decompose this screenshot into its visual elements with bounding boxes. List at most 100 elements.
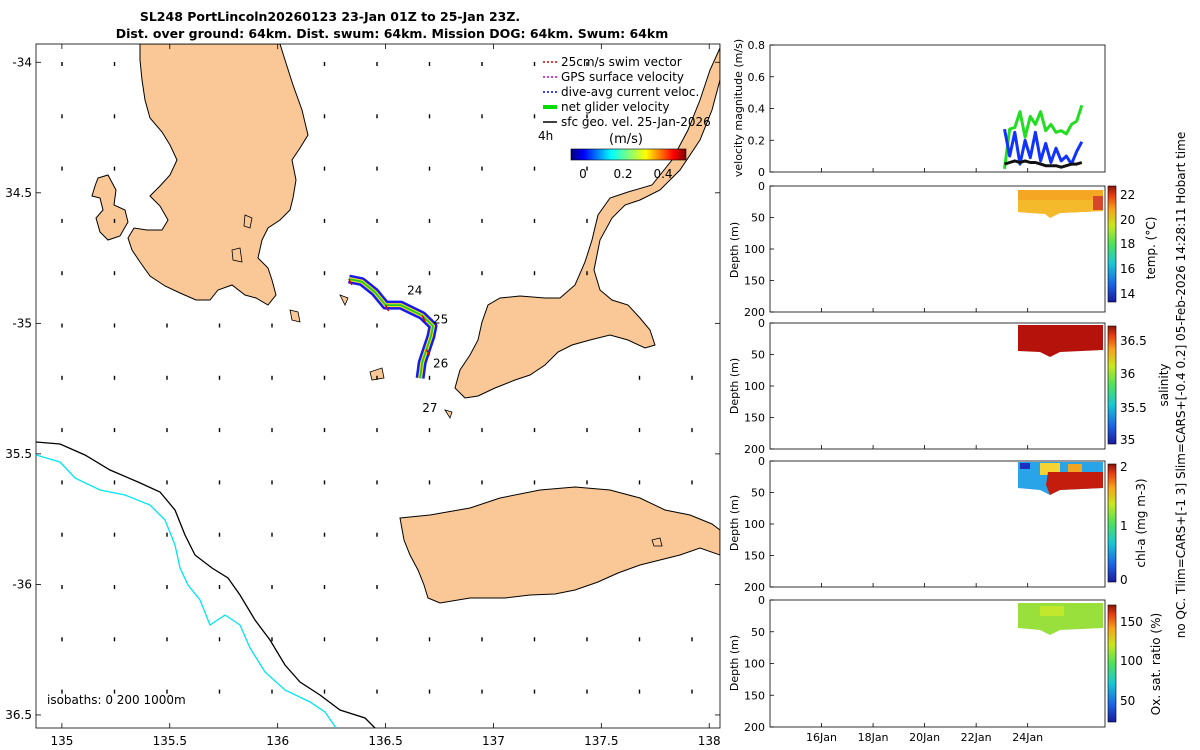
time-series-panels: 0 0.2 0.4 0.6 0.8 velocity magnitude (m/s) t… [728,39,1171,744]
depth-tick-label: 0 [758,594,765,607]
temperature-colorbar [1107,185,1117,303]
salinity-ylabel: Depth (m) [728,358,741,414]
colorbar-tick-2: 0.4 [653,167,672,181]
day-label: 24 [407,284,422,298]
temp-tick-14: 14 [1120,287,1135,301]
kangaroo-island-land [399,486,720,604]
oxygen-colorbar-label: Ox. sat. ratio (%) [1149,613,1163,715]
map-xtick-label: 136.5 [368,734,402,748]
salinity-panel: salinity 36.5 36 35.5 35 Depth (m) [728,322,1171,450]
colorbar-tick-0: 0 [579,167,587,181]
date-tick-label: 16Jan [806,731,837,744]
track-net-velocity [348,278,434,379]
depth-tick-label: 50 [751,212,765,225]
salinity-data-patch [1018,325,1103,357]
ox-tick-50: 50 [1120,694,1135,708]
chla-panel: chl-a (mg m-3) 2 1 0 Depth (m) [728,460,1148,588]
velocity-series-line [1003,104,1084,169]
coffin-bay-land [91,174,129,241]
date-tick-label: 24Jan [1012,731,1043,744]
ox-tick-100: 100 [1120,654,1143,668]
sal-tick-36: 36 [1120,367,1135,381]
day-label: 25 [433,312,448,326]
date-tick-label: 20Jan [909,731,940,744]
vel-ytick-label: 0.8 [748,39,766,52]
chla-mid-patch-2 [1068,464,1082,474]
temperature-warm-patch [1093,196,1103,210]
map-ytick-label: 36.5 [5,708,32,722]
speed-colorbar [570,148,687,161]
map-ytick-label: 34.5 [5,186,32,200]
yorke-peninsula-land [454,44,720,399]
track-day-labels: 24 25 26 27 [407,284,448,415]
velocity-panel: 0 0.2 0.4 0.6 0.8 velocity magnitude (m/s) [732,39,1106,179]
temp-tick-16: 16 [1120,262,1135,276]
depth-tick-label: 100 [744,380,765,393]
depth-tick-label: 200 [744,721,765,734]
legend-label: GPS surface velocity [561,70,684,84]
vel-ytick-label: 0.4 [748,103,766,116]
chla-colorbar-label: chl-a (mg m-3) [1134,478,1148,567]
chla-tick-2: 2 [1120,460,1128,474]
salinity-colorbar-label: salinity [1157,363,1171,406]
map-ytick-label: -34 [12,55,32,69]
isobaths-label: isobaths: 0 200 1000m [47,693,186,707]
map-xtick-label: 135.5 [153,734,187,748]
map-content [36,44,720,728]
depth-tick-label: 100 [744,243,765,256]
temperature-ylabel: Depth (m) [728,222,741,278]
legend-label: 25cm/s swim vector [561,55,682,69]
temperature-data-deep [1018,200,1103,218]
map-ytick-label: -36 [12,577,32,591]
map-ytick-label: 35.5 [5,447,32,461]
velocity-series-line [1004,159,1083,169]
map-panel: 135 135.5 136 136.5 137 137.5 138 -34 34.5 -35 35.… [5,43,721,748]
figure-title-line1: SL248 PortLincoln20260123 23-Jan 01Z to … [140,9,520,24]
sal-tick-35: 35 [1120,433,1135,447]
temperature-panel: temp. (°C) 22 20 18 16 14 Depth (m) [728,185,1158,313]
vel-ytick-label: 0.2 [748,134,766,147]
temperature-colorbar-label: temp. (°C) [1144,217,1158,280]
oxygen-data-patch [1018,603,1103,635]
isobath-200m [36,454,337,728]
swim-vector [384,304,390,312]
depth-tick-label: 150 [744,550,765,563]
colorbar-title: (m/s) [609,132,643,147]
oxygen-ylabel: Depth (m) [728,635,741,691]
legend-label: net glider velocity [561,100,669,114]
depth-axis-ticks: 0501001502000501001502000501001502000501… [744,180,774,734]
salinity-colorbar [1107,325,1117,445]
map-xtick-label: 135 [50,734,73,748]
temp-tick-22: 22 [1120,188,1135,202]
velocity-ylabel: velocity magnitude (m/s) [732,39,745,177]
depth-tick-label: 200 [744,443,765,456]
swim-vector [425,349,431,356]
eyre-peninsula-land [127,44,309,306]
processing-info-label: no QC. Tlim=CARS+[-1 3] Slim=CARS+[-0.4 … [1174,132,1188,638]
depth-tick-label: 50 [751,487,765,500]
velocity-series-line [1003,128,1084,166]
sal-tick-36-5: 36.5 [1120,334,1147,348]
date-tick-label: 18Jan [858,731,889,744]
vel-ytick-label: 0 [758,166,765,179]
oxygen-mid-patch [1040,606,1064,616]
map-xtick-label: 136 [266,734,289,748]
chla-low-patch [1020,463,1030,469]
swim-vector [421,315,426,322]
map-xtick-label: 137.5 [584,734,618,748]
depth-tick-label: 150 [744,689,765,702]
temp-tick-18: 18 [1120,237,1135,251]
glider-track [348,274,438,379]
chla-high-patch [1046,472,1103,495]
map-axes: 135 135.5 136 136.5 137 137.5 138 -34 34.5 -35 35.… [5,44,721,748]
chla-tick-0: 0 [1120,573,1128,587]
swim-vector [348,278,353,286]
depth-tick-label: 200 [744,306,765,319]
vel-ytick-label: 0.6 [748,71,766,84]
oxygen-colorbar [1107,604,1117,723]
time-marker-label: 4h [538,129,553,143]
map-ytick-label: -35 [12,316,32,330]
depth-tick-label: 100 [744,518,765,531]
map-xtick-label: 138 [698,734,721,748]
